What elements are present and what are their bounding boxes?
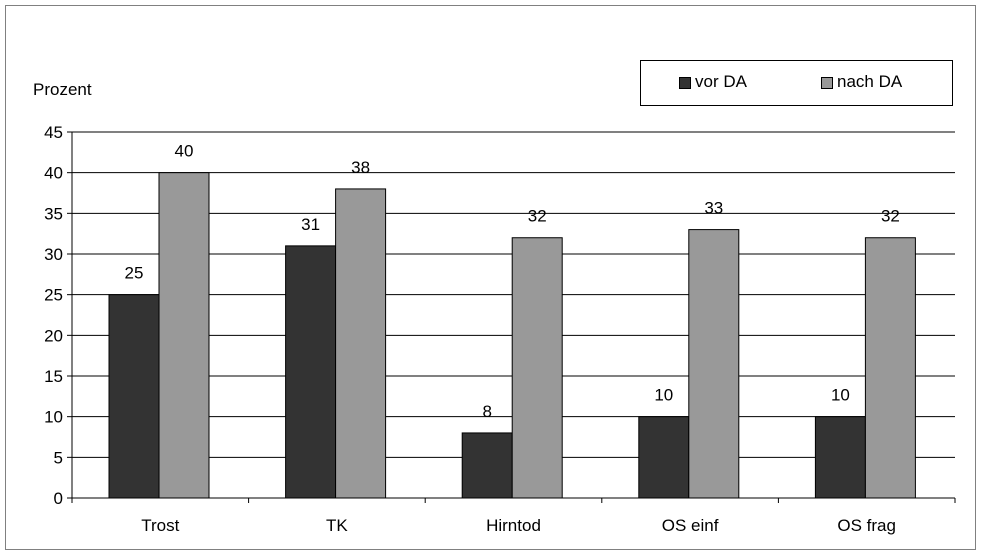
bar-nach-da (158, 172, 210, 499)
legend-item-vor-da: vor DA (679, 72, 747, 92)
y-tick-label: 25 (44, 286, 63, 305)
y-tick-label: 30 (44, 245, 63, 264)
bar-vor-da (461, 432, 513, 499)
data-label: 25 (125, 264, 144, 283)
bar-vor-da (285, 245, 337, 499)
bar-nach-da (688, 229, 740, 499)
y-tick-label: 15 (44, 367, 63, 386)
legend-label-vor-da: vor DA (695, 72, 747, 91)
y-tick-label: 5 (54, 448, 63, 467)
x-tick-label: Trost (141, 516, 179, 535)
bar-vor-da (814, 416, 866, 499)
y-tick-label: 0 (54, 489, 63, 508)
x-tick-label: Hirntod (486, 516, 541, 535)
data-label: 33 (704, 199, 723, 218)
legend-swatch-vor-da (679, 77, 691, 89)
data-label: 40 (175, 142, 194, 161)
legend-label-nach-da: nach DA (837, 72, 903, 91)
legend-item-nach-da: nach DA (821, 72, 902, 92)
y-axis-label: Prozent (33, 80, 92, 99)
y-tick-label: 35 (44, 204, 63, 223)
y-tick-label: 40 (44, 164, 63, 183)
data-label: 32 (881, 207, 900, 226)
data-label: 10 (654, 386, 673, 405)
bar-nach-da (864, 237, 916, 499)
y-tick-label: 10 (44, 408, 63, 427)
data-label: 31 (301, 215, 320, 234)
data-label: 38 (351, 158, 370, 177)
y-tick-label: 45 (44, 123, 63, 142)
data-label: 32 (528, 207, 547, 226)
y-tick-label: 20 (44, 326, 63, 345)
x-tick-label: OS frag (837, 516, 896, 535)
legend-swatch-nach-da (821, 77, 833, 89)
data-label: 10 (831, 386, 850, 405)
bar-nach-da (335, 188, 387, 499)
bar-vor-da (108, 294, 160, 499)
data-label: 8 (482, 402, 491, 421)
x-tick-label: TK (326, 516, 348, 535)
bar-nach-da (511, 237, 563, 499)
legend: vor DA nach DA (640, 60, 953, 106)
x-tick-label: OS einf (662, 516, 719, 535)
bar-vor-da (638, 416, 690, 499)
